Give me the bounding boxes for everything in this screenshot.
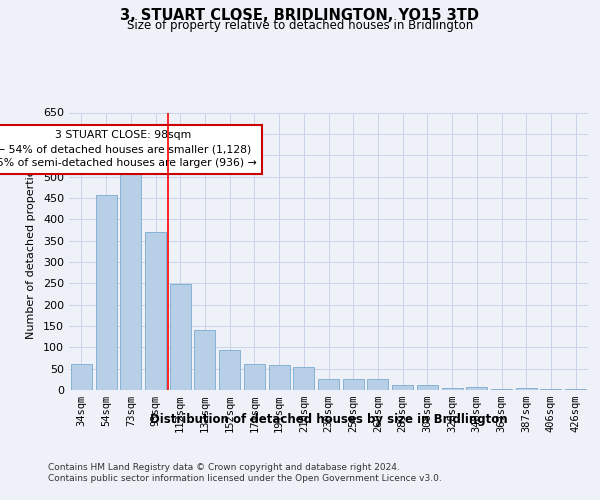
Bar: [491, 388, 512, 390]
Text: Contains public sector information licensed under the Open Government Licence v3: Contains public sector information licen…: [48, 474, 442, 483]
Bar: [71, 364, 92, 390]
Text: Size of property relative to detached houses in Bridlington: Size of property relative to detached ho…: [127, 19, 473, 32]
Text: Contains HM Land Registry data © Crown copyright and database right 2024.: Contains HM Land Registry data © Crown c…: [48, 462, 400, 471]
Bar: [120, 168, 141, 390]
Bar: [269, 365, 290, 390]
Bar: [392, 385, 413, 390]
Bar: [565, 388, 586, 390]
Text: Distribution of detached houses by size in Bridlington: Distribution of detached houses by size …: [150, 412, 508, 426]
Bar: [541, 388, 562, 390]
Bar: [318, 380, 339, 390]
Bar: [367, 380, 388, 390]
Bar: [516, 388, 537, 390]
Text: 3, STUART CLOSE, BRIDLINGTON, YO15 3TD: 3, STUART CLOSE, BRIDLINGTON, YO15 3TD: [121, 8, 479, 22]
Bar: [417, 385, 438, 390]
Bar: [219, 350, 240, 390]
Bar: [170, 284, 191, 390]
Bar: [145, 232, 166, 390]
Bar: [466, 386, 487, 390]
Bar: [442, 388, 463, 390]
Bar: [95, 195, 116, 390]
Bar: [293, 366, 314, 390]
Text: 3 STUART CLOSE: 98sqm
← 54% of detached houses are smaller (1,128)
45% of semi-d: 3 STUART CLOSE: 98sqm ← 54% of detached …: [0, 130, 257, 168]
Bar: [194, 330, 215, 390]
Bar: [244, 364, 265, 390]
Y-axis label: Number of detached properties: Number of detached properties: [26, 164, 36, 339]
Bar: [343, 380, 364, 390]
